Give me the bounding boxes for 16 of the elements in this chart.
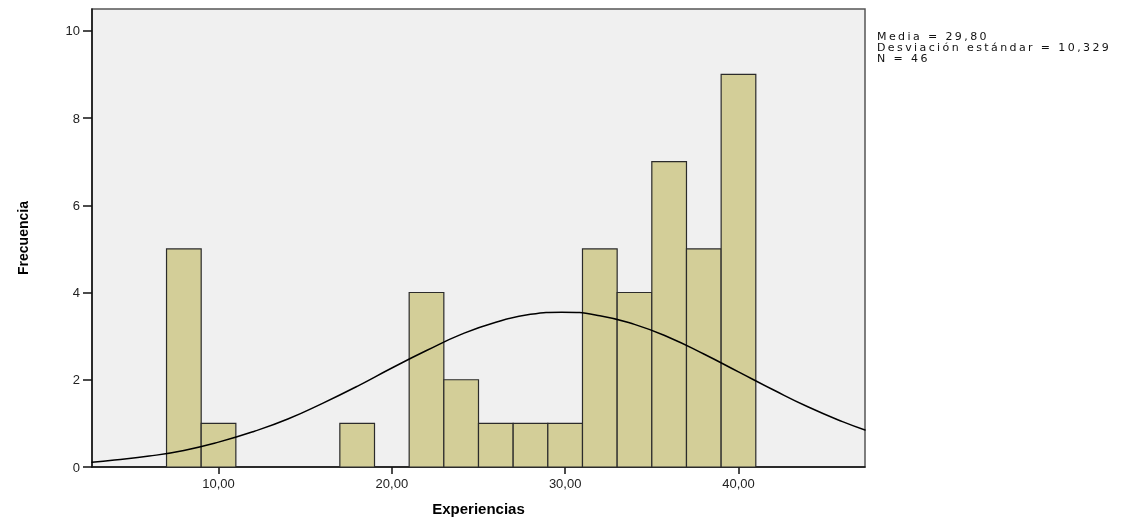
line-series [91, 311, 866, 463]
y-tick-label: 8 [72, 110, 80, 126]
y-tick-label: 2 [72, 372, 80, 388]
x-tick-label: 10,00 [202, 476, 235, 491]
y-tick-label: 0 [72, 459, 80, 475]
y-axis-title: Frecuencia [15, 200, 31, 275]
y-tick-label: 10 [65, 23, 80, 39]
x-tick-label: 20,00 [375, 476, 409, 491]
x-axis-title: Experiencias [432, 500, 525, 517]
x-tick-label: 30,00 [548, 476, 582, 491]
y-tick-label: 6 [72, 197, 80, 213]
x-tick-label: 40,00 [722, 476, 755, 491]
text: Media = 29,80 [877, 30, 989, 43]
text: Desviación estándar = 10,329 [877, 41, 1112, 54]
text: N = 46 [877, 52, 931, 65]
y-tick-label: 4 [72, 285, 80, 301]
